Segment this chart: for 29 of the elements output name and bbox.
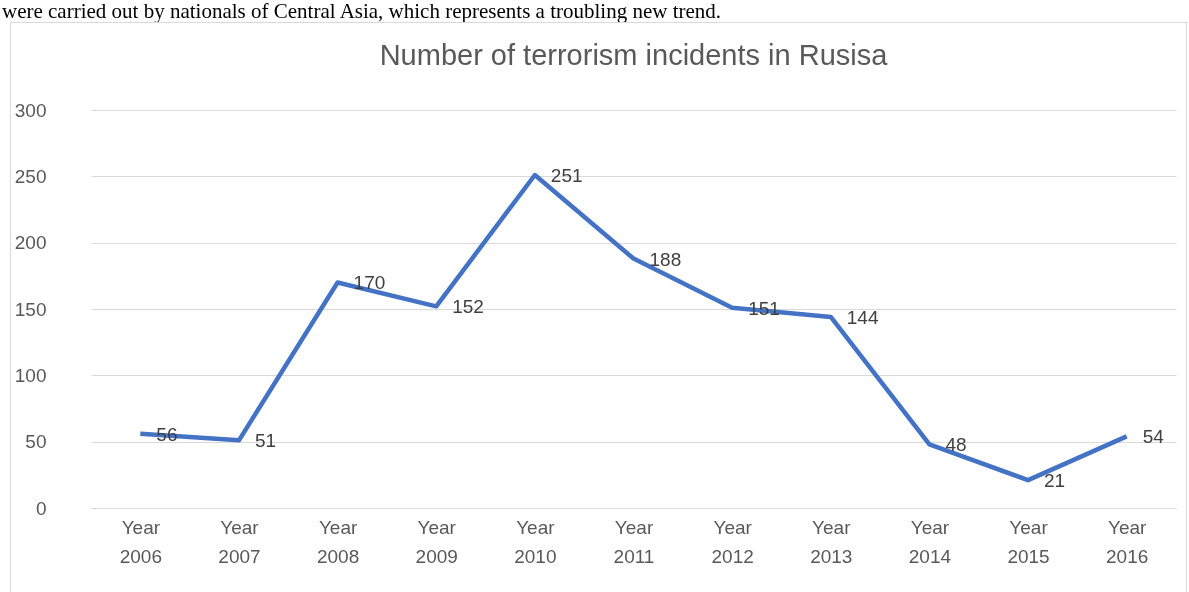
y-tick-label: 0 (35, 497, 47, 519)
text: were carried out by nationals of Central Asia, which represents a troubling new trend. (1, 0, 723, 23)
x-tick-label: Year 2009 (415, 516, 458, 567)
y-tick-label: 200 (14, 232, 47, 254)
y-tick-label: 150 (14, 298, 47, 320)
data-label: 21 (1044, 470, 1066, 492)
x-tick-label: Year 2012 (711, 516, 754, 567)
data-label: 188 (649, 248, 682, 270)
y-tick-label: 250 (14, 165, 47, 187)
data-label: 152 (452, 296, 484, 318)
x-tick-label: Year 2015 (1007, 516, 1050, 567)
chart-title: Number of terrorism incidents in Rusisa (379, 39, 889, 71)
y-tick-label: 50 (25, 431, 47, 453)
y-tick-label: 300 (14, 99, 47, 121)
x-tick-label: Year 2016 (1106, 516, 1149, 567)
x-tick-label: Year 2008 (316, 516, 360, 567)
y-tick-label: 100 (14, 364, 47, 386)
x-tick-label: Year 2014 (908, 516, 952, 567)
data-label: 51 (254, 430, 277, 452)
x-tick-label: Year 2010 (514, 516, 557, 567)
data-label: 251 (550, 165, 583, 187)
x-tick-label: Year 2013 (810, 516, 853, 567)
data-label: 144 (846, 306, 879, 328)
data-label: 54 (1142, 426, 1165, 448)
x-tick-label: Year 2007 (218, 516, 261, 567)
x-tick-label: Year 2011 (613, 516, 655, 567)
x-tick-label: Year 2006 (119, 516, 162, 567)
data-label: 170 (353, 272, 386, 294)
data-label: 48 (945, 434, 967, 456)
